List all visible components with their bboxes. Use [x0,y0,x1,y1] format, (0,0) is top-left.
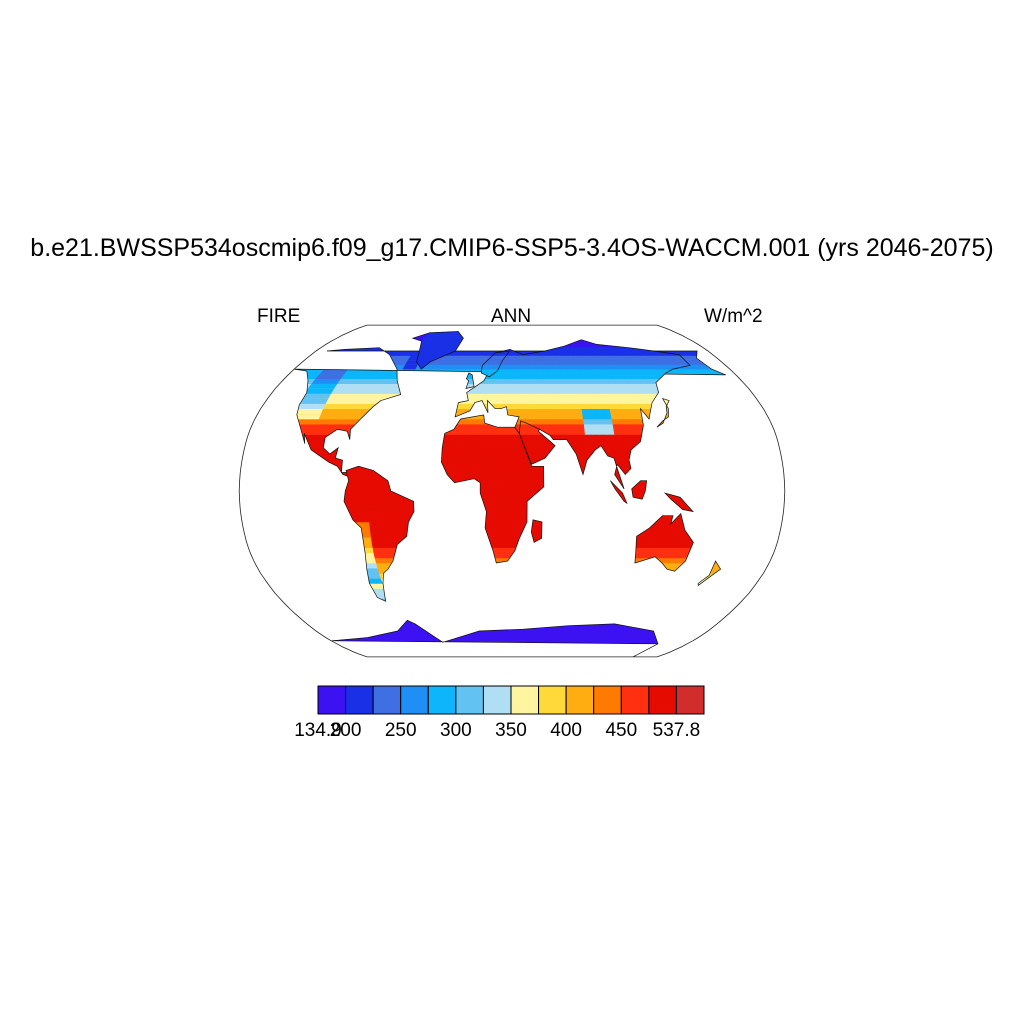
colorbar-box [510,685,540,715]
colorbar-box [593,685,622,715]
arabia-india-fill-coastline [518,420,556,465]
colorbar-box [345,685,374,715]
colorbar-box [317,685,347,715]
north-america-coastline [294,347,726,478]
colorbar-tick-label: 300 [440,720,472,741]
colorbar-boxes [317,685,705,715]
new-guinea-coastline [663,492,694,513]
new-zealand-coastline [697,560,722,587]
colorbar-box [482,685,512,715]
australia-coastline [634,512,694,572]
colorbar-box [675,685,705,715]
colorbar-tick-label: 450 [605,720,637,741]
eurasia-coastline [454,339,691,490]
japan-coastline [656,398,670,428]
colorbar-box [620,685,650,715]
colorbar-box [455,685,484,715]
sumatra-coastline [610,480,628,505]
season-label: ANN [491,306,532,327]
colorbar-tick-label: 400 [550,720,582,741]
borneo-coastline [631,480,648,500]
colorbar-tick-label: 200 [330,720,362,741]
colorbar-box [648,685,677,715]
colorbar-box [427,685,457,715]
colorbar-box [372,685,402,715]
greenland-coastline [411,331,464,370]
colorbar-box [565,685,595,715]
units-label: W/m^2 [704,306,763,327]
variable-label: FIRE [257,306,301,327]
colorbar-tick-label: 537.8 [653,720,701,741]
madagascar-coastline [530,519,543,543]
colorbar-box [400,685,429,715]
colorbar-tick-label: 350 [495,720,527,741]
south-america-coastline [343,465,415,602]
scandinavia-fill-coastline [480,350,511,378]
colorbar-tick-label: 250 [385,720,417,741]
colorbar-tick-label: 134.9 [294,720,342,741]
antarctica-coastline [331,619,659,657]
africa-coastline [441,414,545,564]
colorbar-box [538,685,567,715]
plot-title: b.e21.BWSSP534oscmip6.f09_g17.CMIP6-SSP5… [30,234,994,262]
great-britain-coastline [465,372,475,389]
